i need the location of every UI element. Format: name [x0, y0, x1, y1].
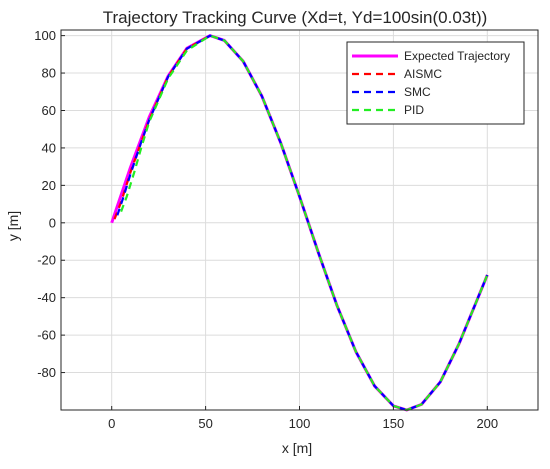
- series-line-pid: [120, 34, 489, 412]
- y-tick-label: 20: [42, 178, 56, 193]
- legend-label-smc: SMC: [404, 85, 431, 99]
- y-tick-label: -60: [37, 328, 56, 343]
- y-tick-label: 60: [42, 103, 56, 118]
- y-tick-label: 0: [49, 215, 56, 230]
- x-axis-label: x [m]: [282, 440, 312, 456]
- series-line-smc: [116, 34, 489, 412]
- legend-label-aismc: AISMC: [404, 67, 442, 81]
- y-tick-label: 100: [34, 28, 56, 43]
- legend-label-pid: PID: [404, 103, 424, 117]
- legend: Expected Trajectory AISMC SMC PID: [346, 41, 525, 125]
- axis-ticks: [61, 35, 488, 410]
- chart-title: Trajectory Tracking Curve (Xd=t, Yd=100s…: [103, 8, 488, 27]
- y-axis-label: y [m]: [5, 211, 21, 241]
- x-tick-label: 200: [476, 416, 498, 431]
- y-tick-label: -40: [37, 290, 56, 305]
- legend-label-expected-trajectory: Expected Trajectory: [404, 49, 510, 63]
- y-tick-label: 40: [42, 140, 56, 155]
- x-tick-label: 0: [108, 416, 115, 431]
- x-tick-label: 50: [198, 416, 212, 431]
- x-tick-label: 100: [289, 416, 311, 431]
- y-tick-label: 80: [42, 66, 56, 81]
- tick-labels: 0 50 100 150 200 -80 -60 -40 -20 0 20 40 60 80 100: [34, 28, 498, 431]
- x-tick-label: 150: [383, 416, 405, 431]
- series-layer: [110, 34, 489, 412]
- y-tick-label: -80: [37, 365, 56, 380]
- y-tick-label: -20: [37, 253, 56, 268]
